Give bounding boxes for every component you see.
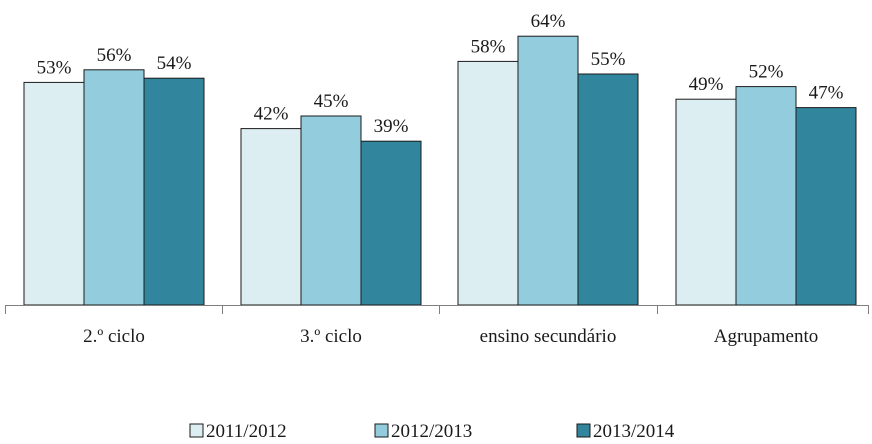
data-label-ensino-secund-rio-2012-2013: 64% [531,11,566,32]
data-label-2-ciclo-2011-2012: 53% [37,57,72,78]
data-label-agrupamento-2011-2012: 49% [689,74,724,95]
bar-agrupamento-2013-2014 [795,107,857,306]
x-axis: 2.º ciclo 3.º ciclo ensino secundário Agrup… [5,305,869,347]
data-label-3-ciclo-2013-2014: 39% [374,116,409,137]
legend-swatch-2011-2012 [189,423,204,438]
bar-agrupamento-2012-2013 [735,86,797,306]
bars-group [23,35,857,306]
data-label-agrupamento-2013-2014: 47% [809,83,844,104]
x-tick-label-2-ciclo: 2.º ciclo [83,326,145,347]
legend-label-2013-2014: 2013/2014 [593,421,675,442]
data-label-ensino-secund-rio-2011-2012: 58% [471,36,506,57]
legend-swatch-2012-2013 [374,423,389,438]
x-tick-label-ensino-secund-rio: ensino secundário [480,326,617,347]
bar-3-ciclo-2013-2014 [360,140,422,306]
data-label-2-ciclo-2013-2014: 54% [157,53,192,74]
data-label-ensino-secund-rio-2013-2014: 55% [591,49,626,70]
bar-2-ciclo-2012-2013 [83,69,145,306]
bar-2-ciclo-2011-2012 [23,81,85,306]
legend-swatch-2013-2014 [576,423,591,438]
bar-3-ciclo-2012-2013 [300,115,362,306]
bar-3-ciclo-2011-2012 [240,128,302,306]
legend-label-2011-2012: 2011/2012 [206,421,287,442]
data-label-3-ciclo-2012-2013: 45% [314,91,349,112]
bar-agrupamento-2011-2012 [675,98,737,306]
data-labels-group: 53% 56% 54% 42% 45% 39% 58% 64% 55% 49% 52% 47% [37,11,844,137]
x-tick-label-3-ciclo: 3.º ciclo [300,326,362,347]
legend: 2011/2012 2012/2013 2013/2014 [189,421,675,442]
x-tick-label-agrupamento: Agrupamento [714,326,818,347]
legend-label-2012-2013: 2012/2013 [391,421,472,442]
data-label-agrupamento-2012-2013: 52% [749,62,784,83]
data-label-2-ciclo-2012-2013: 56% [97,45,132,66]
bar-2-ciclo-2013-2014 [143,77,205,306]
bar-ensino-secund-rio-2011-2012 [457,60,519,306]
bar-ensino-secund-rio-2013-2014 [577,73,639,306]
bar-ensino-secund-rio-2012-2013 [517,35,579,306]
data-label-3-ciclo-2011-2012: 42% [254,104,289,125]
